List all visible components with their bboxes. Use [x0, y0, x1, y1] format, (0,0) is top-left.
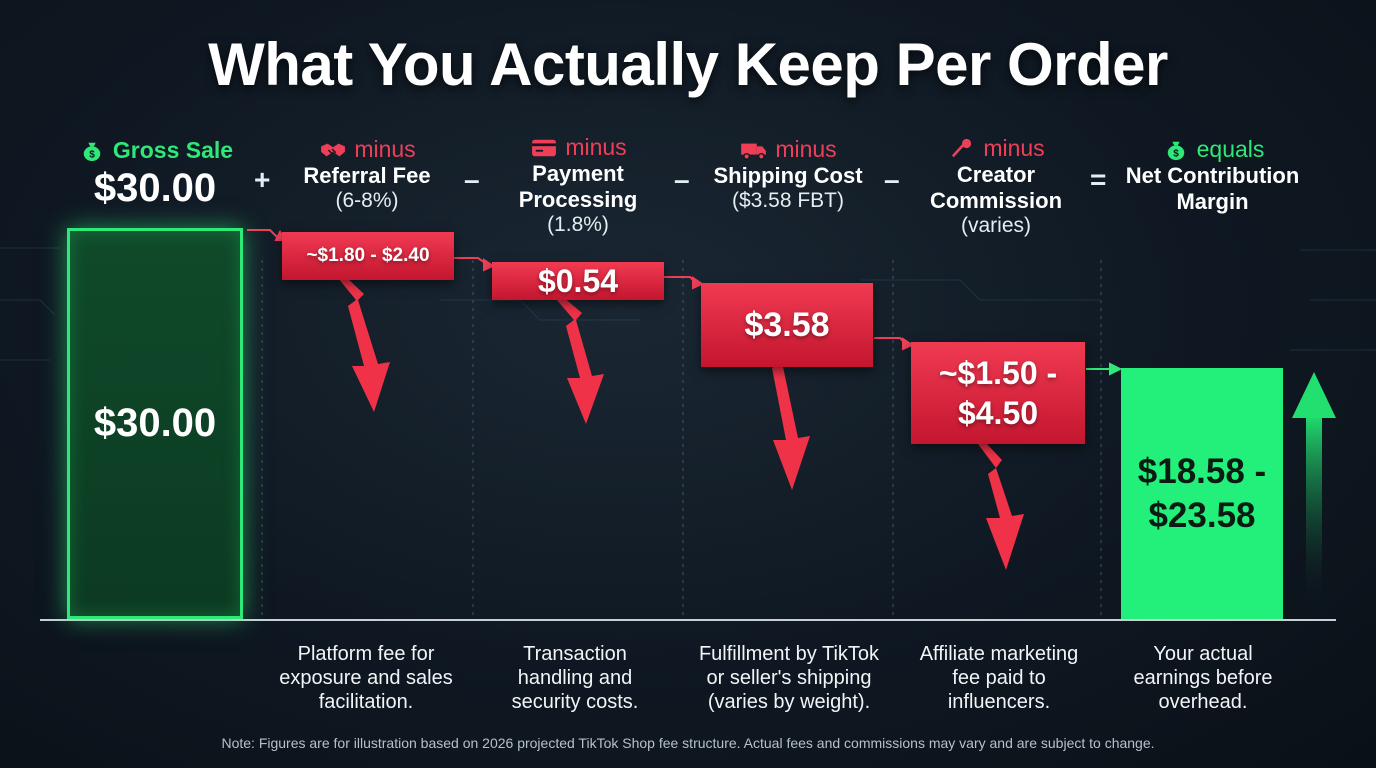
net-margin-bar: $18.58 - $23.58	[1121, 368, 1283, 619]
shipping-cost-header: minus Shipping Cost ($3.58 FBT)	[698, 136, 878, 213]
shipping-keyword-row: minus	[698, 136, 878, 163]
shipping-cost-bar: $3.58	[701, 283, 873, 367]
gross-sale-amount: $30.00	[93, 166, 217, 210]
creator-sub: (varies)	[960, 214, 1031, 237]
creator-commission-header: minus Creator Commission (varies)	[908, 135, 1084, 238]
circuit-lines	[0, 247, 1376, 361]
creator-title: Creator Commission	[929, 162, 1063, 213]
plus-operator: +	[254, 164, 271, 195]
referral-keyword: minus	[354, 136, 416, 162]
svg-text:$: $	[1173, 148, 1179, 159]
net-desc: Your actual earnings before overhead.	[1133, 643, 1273, 713]
equals-operator: =	[1090, 164, 1107, 195]
truck-icon	[741, 143, 767, 160]
net-margin-header: $ equals Net Contribution Margin	[1110, 136, 1315, 215]
column-dividers	[261, 260, 1102, 615]
referral-sub: (6-8%)	[335, 189, 399, 212]
referral-title: Referral Fee	[303, 163, 431, 188]
footnote: Note: Figures are for illustration based…	[221, 735, 1155, 751]
minus-operator: –	[884, 164, 900, 195]
svg-text:$: $	[89, 149, 95, 160]
creator-commission-bar: ~$1.50 - $4.50	[911, 342, 1085, 444]
drop-arrow-icon	[762, 338, 810, 490]
referral-fee-header: minus Referral Fee (6-8%)	[272, 136, 462, 213]
shipping-keyword: minus	[775, 136, 837, 162]
net-title: Net Contribution Margin	[1125, 163, 1300, 214]
drop-arrow-icon	[978, 442, 1024, 570]
money-bag-icon: $	[1167, 141, 1184, 160]
drop-arrows	[338, 276, 1024, 570]
referral-desc: Platform fee for exposure and sales faci…	[279, 643, 453, 713]
payment-processing-header: minus Payment Processing (1.8%)	[488, 134, 668, 237]
payment-keyword: minus	[565, 134, 627, 160]
payment-sub: (1.8%)	[547, 213, 609, 236]
referral-fee-bar: ~$1.80 - $2.40	[282, 232, 454, 280]
microphone-icon	[952, 138, 972, 157]
creator-keyword: minus	[983, 135, 1045, 161]
creator-desc: Affiliate marketing fee paid to influenc…	[919, 643, 1079, 713]
up-arrow-icon	[1292, 372, 1336, 610]
payment-desc: Transaction handling and security costs.	[511, 643, 639, 713]
minus-operator: –	[464, 164, 480, 195]
drop-arrow-icon	[556, 297, 604, 424]
creator-keyword-row: minus	[908, 135, 1084, 162]
gross-sale-bar: $30.00	[67, 228, 243, 619]
net-keyword-row: $ equals	[1110, 136, 1315, 163]
payment-keyword-row: minus	[488, 134, 668, 161]
payment-processing-bar: $0.54	[492, 262, 664, 300]
shipping-sub: ($3.58 FBT)	[731, 189, 845, 212]
drop-arrow-icon	[338, 276, 390, 412]
page-title: What You Actually Keep Per Order	[208, 31, 1168, 98]
minus-operator: –	[674, 164, 690, 195]
handshake-icon	[321, 143, 346, 156]
referral-keyword-row: minus	[272, 136, 462, 163]
gross-sale-keyword-row: $ Gross Sale	[50, 137, 260, 164]
credit-card-icon	[532, 139, 557, 156]
shipping-title: Shipping Cost	[713, 163, 863, 188]
flow-connectors	[247, 229, 915, 351]
net-keyword: equals	[1196, 136, 1265, 162]
payment-title: Payment Processing	[518, 161, 638, 212]
shipping-desc: Fulfillment by TikTok or seller's shippi…	[698, 643, 880, 713]
money-bag-icon: $	[83, 142, 101, 161]
gross-sale-keyword: Gross Sale	[112, 137, 234, 163]
net-connector	[1086, 362, 1123, 376]
gross-sale-header: $ Gross Sale $30.00	[50, 137, 260, 211]
